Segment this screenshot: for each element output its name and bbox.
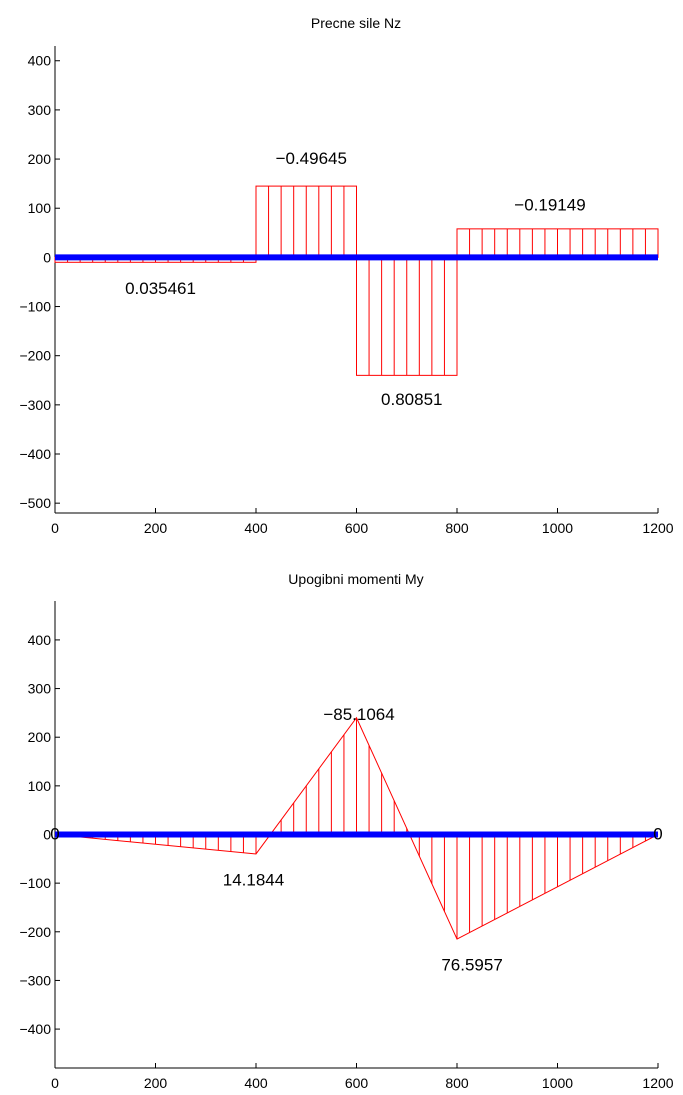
y-tick-label: 100 [28,200,52,216]
y-tick-label: 400 [28,53,52,69]
moment-line [54,716,659,940]
x-tick-label: 400 [244,520,268,536]
value-label: −0.49645 [276,149,347,168]
y-tick-label: −100 [19,299,51,315]
value-label: 0 [50,824,59,843]
y-tick-label: −100 [19,875,51,891]
value-label: 0 [653,824,662,843]
x-tick-label: 600 [345,1075,369,1091]
x-tick-label: 200 [144,520,168,536]
value-label: 0.80851 [381,390,442,409]
y-tick-label: −200 [19,924,51,940]
x-tick-label: 800 [445,520,469,536]
y-tick-label: 300 [28,681,52,697]
y-tick-label: 400 [28,632,52,648]
chart-title: Upogibni momenti My [288,571,423,587]
y-tick-label: 200 [28,151,52,167]
bending-moment-plot: Upogibni momenti My 0 200 400 600 800 1000 120… [19,571,673,1091]
y-tick-label: −300 [19,972,51,988]
y-tick-label: −200 [19,348,51,364]
y-tick-label: −400 [19,1021,51,1037]
x-tick-label: 0 [51,1075,59,1091]
value-label: −85.1064 [323,705,394,724]
value-label: 76.5957 [441,956,502,975]
x-tick-label: 600 [345,520,369,536]
y-tick-label: 300 [28,102,52,118]
chart-title: Precne sile Nz [311,15,401,31]
y-tick-label: 200 [28,729,52,745]
x-tick-label: 1200 [642,520,673,536]
y-tick-label: 100 [28,778,52,794]
value-label: 14.1844 [223,871,284,890]
x-tick-label: 1200 [642,1075,673,1091]
x-tick-label: 200 [144,1075,168,1091]
x-tick-label: 400 [244,1075,268,1091]
y-tick-label: 0 [43,249,51,265]
x-tick-label: 0 [51,520,59,536]
value-label: 0.035461 [125,279,196,298]
value-label: −0.19149 [514,196,585,215]
y-tick-label: 0 [43,827,51,843]
y-tick-label: −400 [19,446,51,462]
shear-force-plot: Precne sile Nz 0 200 400 600 800 1000 1200−500… [19,15,673,536]
x-tick-label: 1000 [542,520,573,536]
x-tick-label: 800 [445,1075,469,1091]
y-tick-label: −300 [19,397,51,413]
y-tick-label: −500 [19,495,51,511]
x-tick-label: 1000 [542,1075,573,1091]
